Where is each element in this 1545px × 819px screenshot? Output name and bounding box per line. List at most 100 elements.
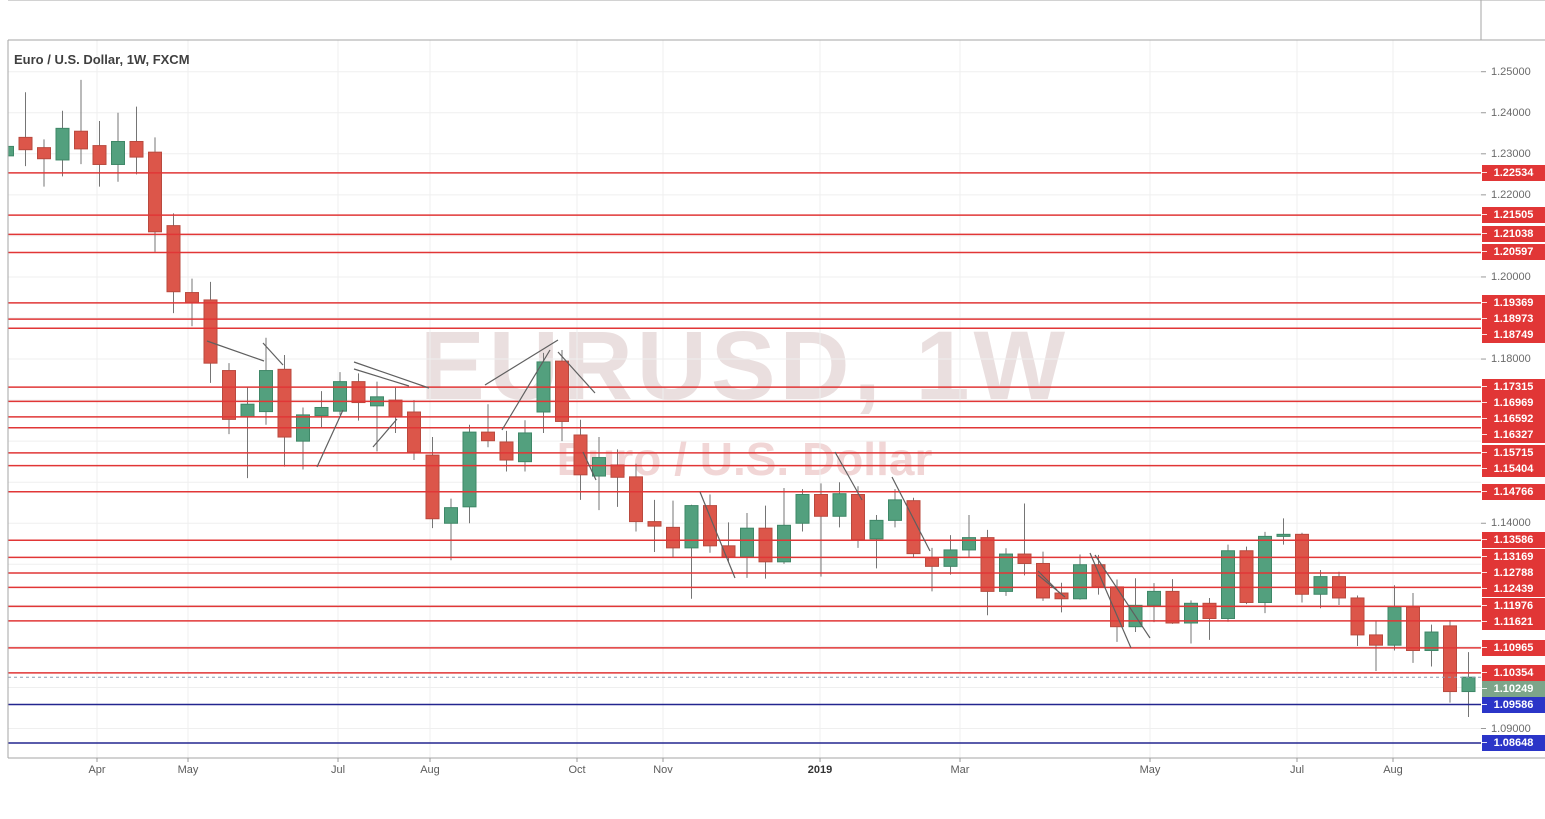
candle-body [1350,597,1365,636]
candle-body [1406,606,1420,652]
candle-body [703,505,717,547]
candle-body [555,360,569,422]
time-axis-label: Jul [1289,764,1305,776]
time-axis-label: Jul [330,764,346,776]
trendline-drawing[interactable] [1037,574,1066,598]
trendline-drawing[interactable] [262,342,284,366]
resistance-price-badge: 1.13169 [1482,549,1545,566]
trendline-drawing[interactable] [206,340,265,362]
candle-body [1147,590,1161,606]
resistance-price-badge: 1.16969 [1482,395,1545,412]
candle-body [1424,631,1439,652]
candle-body [92,145,107,165]
price-axis-label: 1.23000 [1491,147,1531,160]
candle-body [388,399,403,418]
trendline-drawing[interactable] [1037,570,1058,591]
candle-body [888,499,902,521]
price-axis-label: 1.14000 [1491,517,1531,530]
candle-body [666,526,680,549]
candle-body [518,432,532,463]
time-axis-label: May [1139,764,1161,776]
trendline-drawing[interactable] [316,409,344,468]
resistance-price-badge: 1.17315 [1482,379,1545,396]
candle-body [1221,550,1235,619]
candle-body [851,494,865,541]
time-axis-label: 2019 [807,764,833,776]
candle-body [444,507,458,524]
candle-body [1276,533,1291,537]
support-price-badge: 1.09586 [1482,696,1545,713]
candle-body [1387,606,1402,646]
resistance-price-badge: 1.10354 [1482,664,1545,681]
time-axis-label: Oct [568,764,586,776]
candle-body [148,151,162,233]
candle-body [203,299,218,364]
candle-body [222,370,236,420]
trendline-drawing[interactable] [891,476,931,552]
candle-body [1054,592,1069,600]
resistance-price-badge: 1.11621 [1482,614,1545,631]
resistance-price-badge: 1.12788 [1482,565,1545,582]
candle-body [185,292,199,303]
candle-body [351,381,366,404]
resistance-price-badge: 1.13586 [1482,532,1545,549]
candle-body [573,434,588,476]
candle-body [1073,564,1087,600]
resistance-price-badge: 1.18973 [1482,311,1545,328]
resistance-price-badge: 1.21505 [1482,207,1545,224]
candle-body [740,527,754,558]
candle-body [333,381,347,412]
price-axis-label: 1.18000 [1491,353,1531,366]
candle-body [8,145,14,157]
trendline-drawing[interactable] [372,418,398,448]
price-axis-label: 1.24000 [1491,106,1531,119]
resistance-price-badge: 1.16592 [1482,411,1545,428]
trendline-drawing[interactable] [557,351,596,394]
trendline-drawing[interactable] [484,339,559,386]
trendline-drawing[interactable] [353,361,430,389]
candle-body [37,147,51,160]
support-price-badge: 1.08648 [1482,734,1545,751]
candle-body [1313,576,1328,595]
trendline-drawing[interactable] [501,349,551,431]
trendline-drawing[interactable] [699,491,736,579]
candle-body [314,406,329,417]
candle-body [592,457,606,477]
candle-body [814,494,828,517]
candle-body [462,431,477,508]
trendline-drawing[interactable] [1089,552,1132,649]
resistance-price-badge: 1.11976 [1482,598,1545,615]
trendline-drawing[interactable] [353,368,410,387]
candle-body [407,411,421,453]
candle-body [980,537,995,592]
price-chart-canvas[interactable] [0,0,1545,800]
candle-body [277,368,292,438]
price-axis-label: 1.25000 [1491,65,1531,78]
candle-body [259,370,273,413]
candle-body [18,136,33,151]
candle-body [610,464,625,478]
candle-body [962,537,976,551]
candle-body [1202,602,1217,619]
candle-body [629,476,643,523]
candle-body [481,431,495,442]
candle-body [925,557,939,567]
resistance-price-badge: 1.16327 [1482,427,1545,444]
candle-body [1461,676,1476,693]
time-axis-label: Aug [1383,764,1403,776]
resistance-price-badge: 1.10965 [1482,639,1545,656]
trendline-drawing[interactable] [834,451,863,501]
time-axis-label: Mar [950,764,970,776]
trendline-drawing[interactable] [1094,554,1151,639]
resistance-price-badge: 1.14766 [1482,483,1545,500]
candle-body [1184,602,1198,624]
candle-body [1165,590,1180,624]
trendline-drawing[interactable] [582,451,597,481]
resistance-price-badge: 1.12439 [1482,581,1545,598]
price-axis-label: 1.20000 [1491,270,1531,283]
candle-body [55,127,70,161]
price-axis-label: 1.09000 [1491,722,1531,735]
last-price-badge: 1.10249 [1482,680,1545,697]
candle-body [795,494,810,524]
